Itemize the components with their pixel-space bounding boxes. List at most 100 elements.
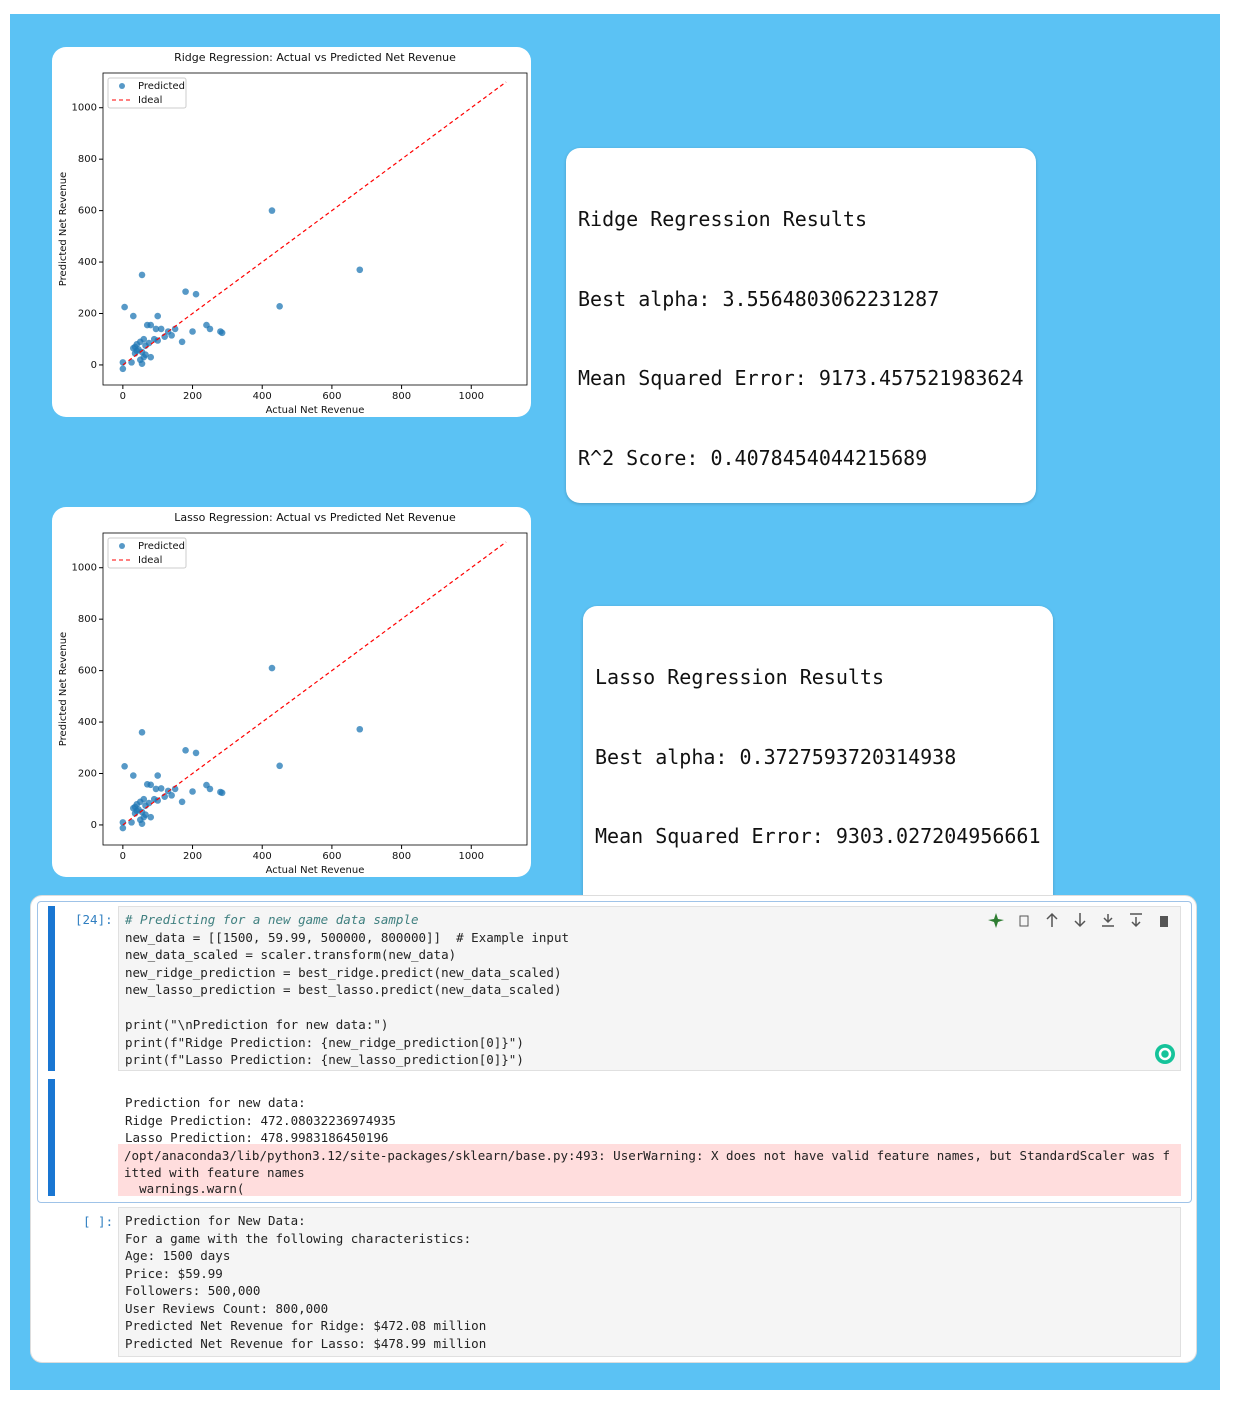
plot-frame — [102, 532, 528, 846]
code-line: print("\nPrediction for new data:") — [125, 1017, 389, 1032]
point — [157, 325, 165, 333]
y-tick-label: 200 — [78, 308, 97, 319]
point — [356, 725, 364, 733]
point — [119, 365, 127, 373]
output-line: Prediction for new data: — [125, 1095, 306, 1110]
point — [154, 797, 161, 804]
point — [192, 749, 200, 757]
x-tick-label: 600 — [322, 391, 341, 402]
icon[interactable] — [1074, 913, 1086, 928]
point — [178, 798, 186, 806]
point — [154, 337, 161, 344]
point — [152, 785, 160, 793]
icon[interactable] — [988, 913, 1004, 928]
point — [138, 729, 146, 736]
icon[interactable] — [1102, 914, 1114, 927]
point — [182, 288, 189, 295]
cell-prompt: [ ]: — [83, 1214, 114, 1229]
code-line: Price: $59.99 — [125, 1265, 223, 1281]
y-tick-label: 0 — [91, 360, 97, 371]
y-tick-label: 600 — [78, 666, 97, 677]
x-tick-label: 1000 — [459, 391, 484, 402]
icon[interactable] — [1046, 912, 1058, 927]
results-line: Best alpha: 0.3727593720314938 — [595, 744, 957, 769]
code: # Predicting for a new game data sample n… — [125, 911, 1174, 1069]
point — [147, 353, 155, 361]
code-cell[interactable]: # Predicting for a new game data sample n… — [118, 906, 1181, 1071]
point — [152, 325, 160, 333]
x-tick-label: 200 — [183, 391, 202, 402]
active-cell[interactable] — [37, 901, 1192, 1203]
code-line: Predicted Net Revenue for Ridge: $472.08… — [125, 1318, 487, 1333]
y-tick-label: 800 — [78, 614, 97, 625]
code-line: new_data_scaled = scaler.transform(new_d… — [125, 947, 457, 962]
point — [157, 785, 165, 792]
y-tick-label: 800 — [78, 154, 97, 165]
results-box: Ridge Regression Results Best alpha: 3.5… — [566, 148, 1036, 503]
notebook: [24]: # Predicting for a new game data s… — [30, 895, 1197, 1363]
chart-card — [52, 507, 531, 877]
y-axis-label: Predicted Net Revenue — [58, 632, 69, 746]
point — [276, 302, 283, 310]
x-tick-label: 1000 — [459, 851, 484, 862]
icon[interactable] — [1160, 916, 1168, 927]
x-tick-label: 800 — [392, 391, 411, 402]
results-title: Lasso Regression Results — [595, 665, 884, 689]
legend-marker — [119, 543, 125, 549]
point — [154, 772, 161, 779]
x-tick-label: 400 — [253, 851, 272, 862]
icon[interactable] — [1019, 915, 1029, 927]
point — [206, 325, 214, 333]
code-line: User Reviews Count: 800,000 — [125, 1300, 329, 1316]
point — [189, 788, 196, 795]
legend-label: Predicted — [138, 541, 185, 552]
code: Prediction for New Data: For a game with … — [125, 1212, 1174, 1352]
grammarly-icon[interactable] — [1154, 1043, 1176, 1065]
legend-label: Predicted — [138, 81, 185, 92]
point — [121, 303, 128, 311]
point — [189, 328, 196, 335]
point — [168, 332, 175, 339]
point — [121, 762, 128, 770]
icon[interactable] — [1130, 913, 1142, 928]
point — [218, 329, 226, 337]
cell-bar[interactable] — [48, 906, 55, 1071]
point — [119, 824, 127, 832]
legend-marker — [119, 83, 125, 89]
y-tick-label: 0 — [91, 820, 97, 831]
code-line: Followers: 500,000 — [125, 1283, 261, 1298]
x-tick-label: 400 — [253, 391, 272, 402]
code-line: new_lasso_prediction = best_lasso.predic… — [125, 982, 562, 997]
stderr-line: warnings.warn( — [124, 1181, 245, 1196]
code-cell[interactable]: Prediction for New Data: For a game with … — [118, 1207, 1181, 1357]
y-tick-label: 400 — [78, 717, 97, 728]
y-tick-label: 1000 — [72, 563, 97, 574]
x-tick-label: 200 — [183, 851, 202, 862]
legend-label: Ideal — [138, 555, 162, 566]
point — [154, 312, 161, 320]
code-line: # Predicting for a new game data sample — [125, 912, 419, 927]
point — [206, 785, 214, 793]
output-bar[interactable] — [48, 1079, 55, 1196]
code-line: Prediction for New Data: — [125, 1213, 306, 1228]
results-line: Mean Squared Error: 9173.457521983624 — [578, 366, 1024, 390]
x-axis-label: Actual Net Revenue — [266, 405, 365, 416]
output-line: Lasso Prediction: 478.9983186450196 — [125, 1130, 389, 1145]
x-tick-label: 0 — [120, 851, 126, 862]
results-title: Ridge Regression Results — [578, 207, 867, 231]
point — [192, 290, 200, 298]
y-tick-label: 1000 — [72, 103, 97, 114]
point — [147, 321, 155, 329]
x-axis-label: Actual Net Revenue — [266, 865, 365, 876]
cell-toolbar — [988, 912, 1168, 928]
point — [182, 747, 189, 754]
point — [138, 271, 146, 279]
legend-label: Ideal — [138, 95, 162, 106]
x-tick-label: 600 — [322, 851, 341, 862]
point — [138, 360, 146, 367]
code-line: new_data = [[1500, 59.99, 500000, 800000… — [125, 929, 570, 945]
point — [147, 781, 155, 789]
code-line: For a game with the following characteri… — [125, 1230, 472, 1246]
